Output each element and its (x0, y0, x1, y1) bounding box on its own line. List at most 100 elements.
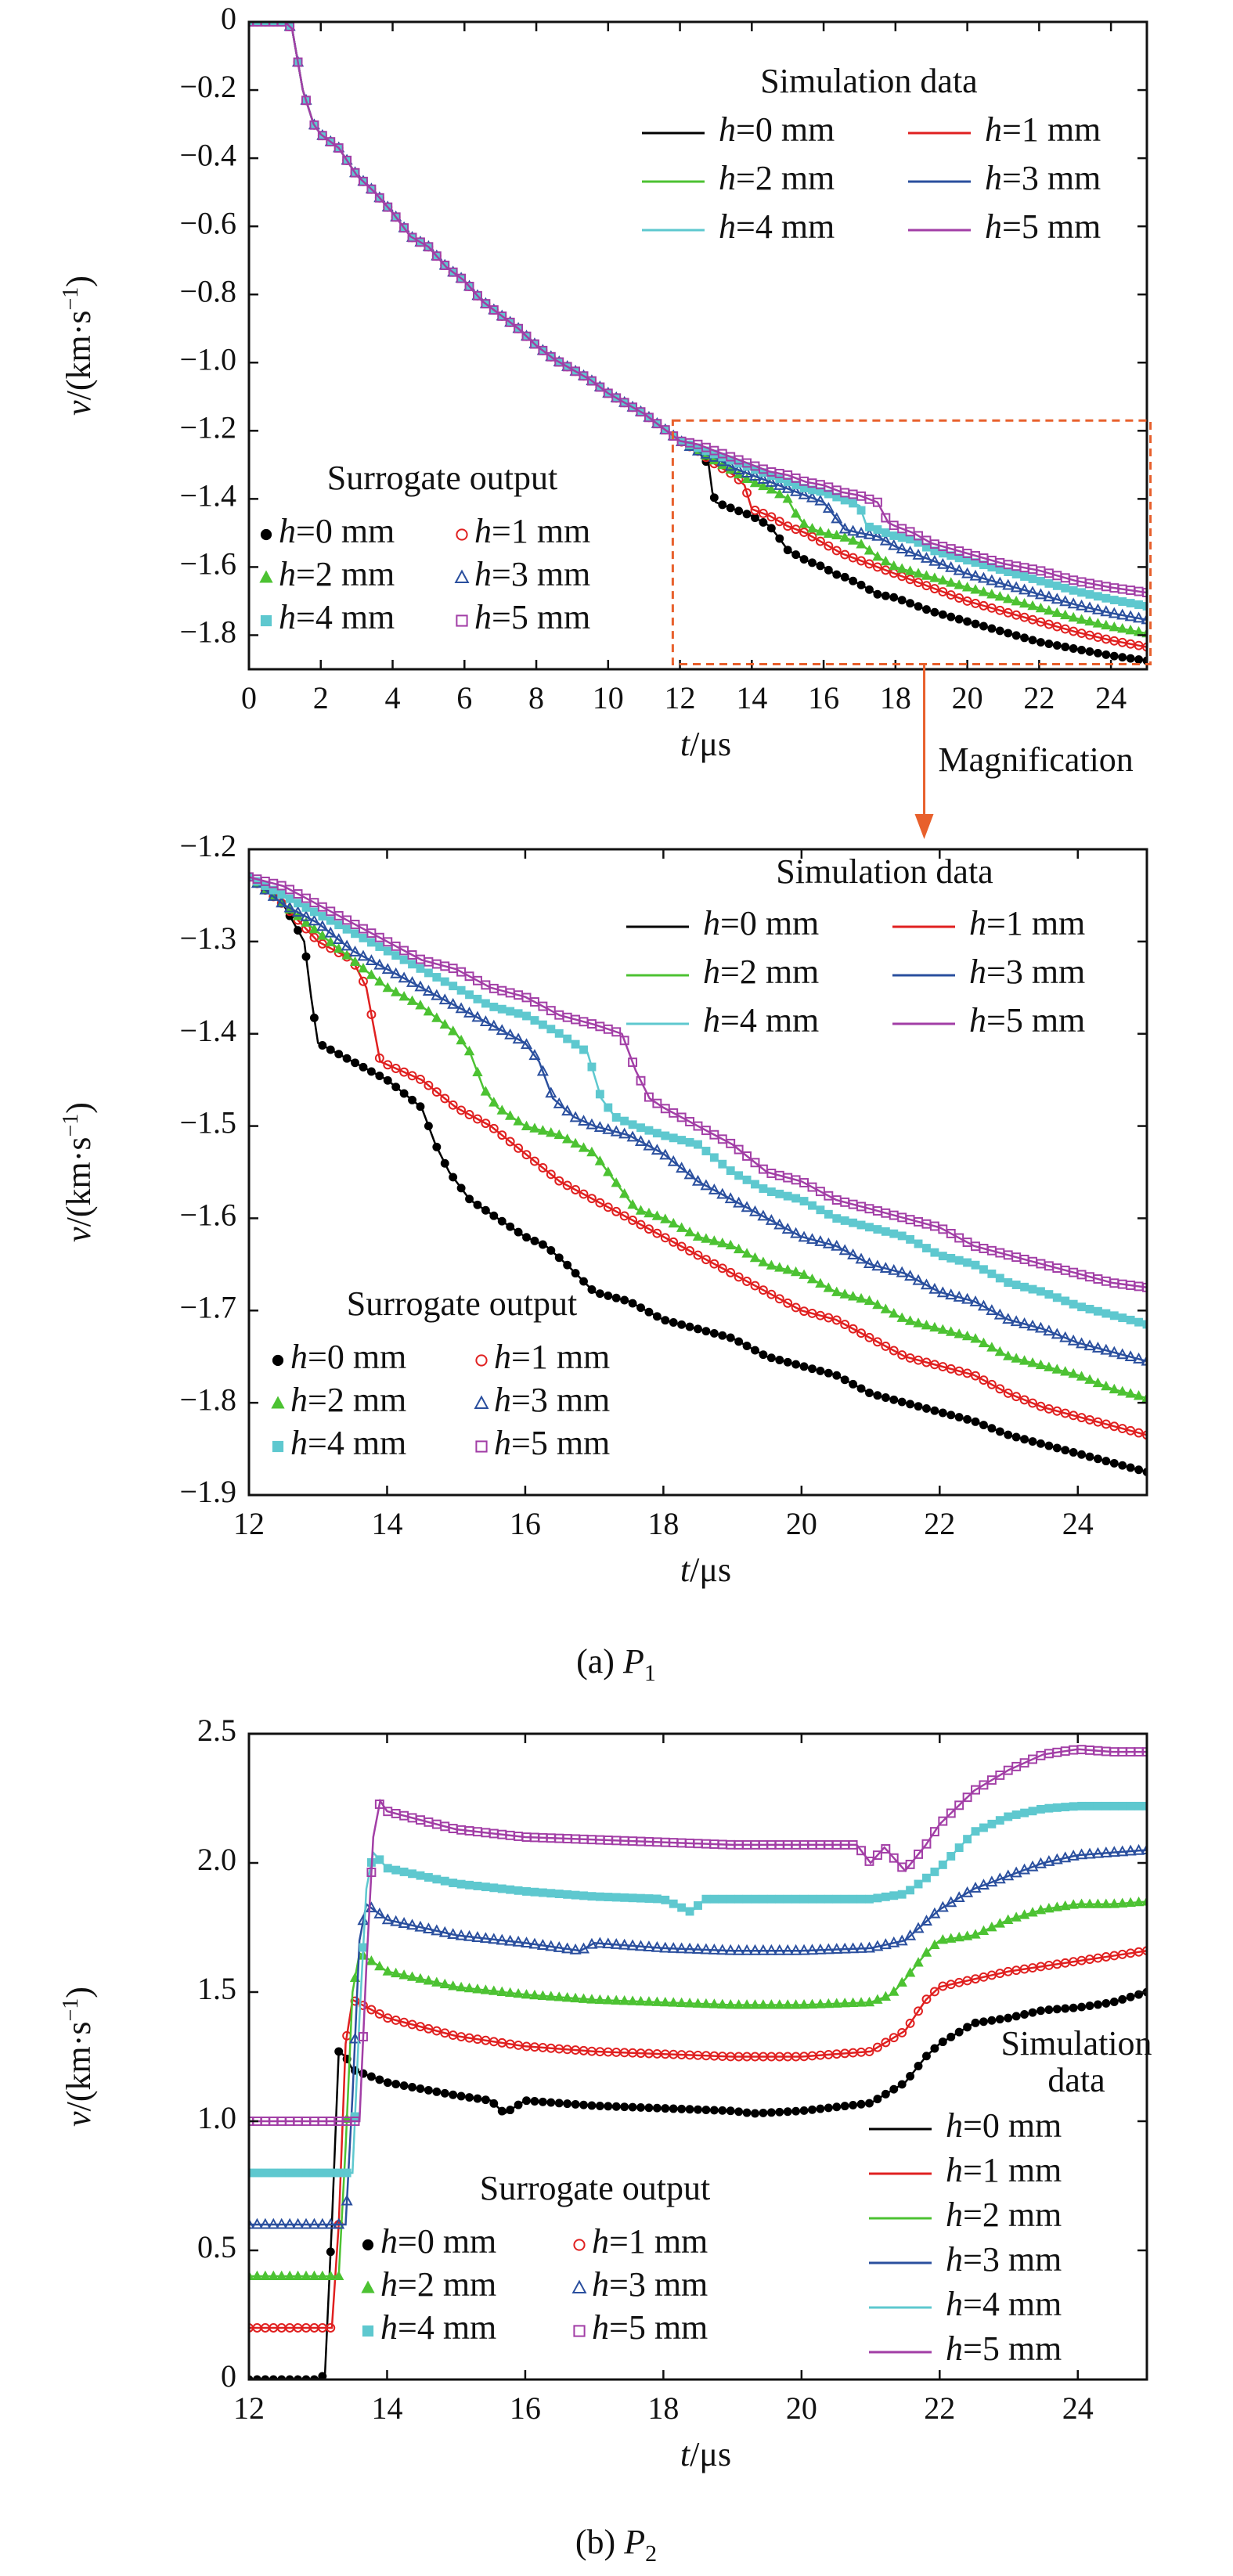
marker-h4 (546, 1889, 556, 1898)
y-tick-label: −0.8 (179, 273, 236, 308)
marker-h3 (406, 975, 419, 987)
marker-h3 (1124, 1350, 1137, 1362)
marker-h4 (971, 1260, 980, 1270)
marker-h3 (814, 494, 827, 506)
marker-h0 (538, 2097, 547, 2106)
marker-h1 (1044, 1404, 1054, 1414)
marker-h1 (750, 506, 760, 515)
marker-h0 (1004, 2013, 1013, 2023)
marker-h0 (897, 2080, 907, 2089)
marker-h2 (301, 917, 312, 927)
marker-h4 (840, 1216, 849, 1225)
marker-h4 (571, 1039, 580, 1049)
marker-h2 (1035, 1904, 1047, 1915)
marker-h2 (872, 551, 883, 561)
x-axis-label: t/μs (680, 1551, 731, 1589)
series-markers-h2 (249, 871, 1147, 1403)
legend-simulation-title: Simulation data (776, 852, 993, 891)
x-tick-label: 18 (880, 680, 911, 715)
marker-h1 (914, 2006, 923, 2016)
marker-h4 (840, 1894, 849, 1904)
marker-h4 (791, 1194, 801, 1203)
marker-h3 (676, 1162, 688, 1173)
marker-h1 (905, 575, 915, 585)
marker-h0 (1020, 2010, 1029, 2019)
legend-surrogate: Surrogate output h=0 mm h=1 mm h=2 mm h=3 mm… (271, 1284, 610, 1462)
marker-h3 (1076, 1848, 1088, 1860)
legend-sur-label-h5: h=5 mm (474, 598, 590, 636)
marker-h2 (863, 1295, 875, 1306)
marker-h0 (334, 1050, 344, 1059)
marker-h1 (424, 1080, 434, 1090)
marker-h1 (399, 2017, 409, 2027)
marker-h4 (694, 1901, 702, 1910)
marker-h0 (1004, 629, 1013, 638)
marker-h1 (881, 2037, 891, 2048)
marker-h0 (497, 1216, 507, 1226)
marker-h4 (546, 1025, 556, 1034)
marker-h1 (986, 1970, 997, 1980)
marker-h4 (799, 1197, 809, 1206)
marker-h2 (635, 1205, 647, 1215)
marker-h0 (783, 2107, 792, 2117)
marker-h2 (1109, 1898, 1119, 1908)
marker-h3 (496, 1933, 508, 1945)
marker-h2 (741, 473, 752, 484)
marker-h0 (399, 1089, 409, 1098)
marker-h3 (1043, 590, 1055, 602)
marker-h0 (979, 621, 988, 631)
series-markers-h5 (249, 22, 1147, 598)
marker-h4 (865, 1223, 874, 1232)
legend-sim-label-h2: h=2 mm (703, 953, 819, 991)
marker-h0 (1020, 1435, 1029, 1444)
marker-h4 (1142, 1320, 1147, 1329)
marker-h4 (318, 2168, 327, 2178)
legend-sur-marker-h1 (456, 528, 468, 541)
marker-h4 (432, 973, 442, 982)
plot-area (249, 1745, 1147, 2380)
marker-h4 (595, 1090, 604, 1099)
marker-h3 (1002, 578, 1015, 590)
x-tick-label: 12 (233, 2390, 265, 2426)
marker-h3 (349, 2032, 362, 2044)
marker-h4 (359, 1943, 368, 1952)
marker-h4 (1109, 1311, 1119, 1320)
marker-h2 (1068, 1899, 1079, 1909)
marker-h3 (757, 473, 770, 484)
marker-h0 (383, 1075, 392, 1085)
marker-h3 (961, 1886, 974, 1897)
marker-h3 (904, 1929, 917, 1940)
marker-h2 (749, 1999, 761, 2009)
marker-h4 (742, 1175, 752, 1184)
marker-h4 (816, 1205, 825, 1215)
marker-h2 (896, 1976, 907, 1987)
marker-h2 (439, 1978, 450, 1989)
marker-h0 (987, 2016, 997, 2025)
marker-h3 (953, 1290, 965, 1302)
marker-h2 (1125, 1388, 1136, 1398)
x-axis-label: t/μs (680, 725, 731, 763)
marker-h4 (751, 1180, 759, 1189)
marker-h2 (766, 1999, 777, 2009)
marker-h1 (726, 1267, 736, 1277)
marker-h0 (816, 2104, 825, 2113)
marker-h2 (863, 545, 875, 555)
marker-h4 (816, 1894, 825, 1904)
marker-h0 (506, 2106, 515, 2115)
marker-h2 (904, 565, 916, 575)
marker-h3 (324, 2218, 337, 2229)
marker-h1 (914, 1355, 923, 1365)
marker-h3 (716, 1944, 729, 1955)
marker-h2 (1125, 1897, 1136, 1908)
marker-h3 (308, 914, 320, 926)
y-tick-label: −1.5 (179, 1105, 236, 1140)
marker-h0 (881, 1393, 890, 1402)
marker-h2 (880, 1991, 892, 2001)
marker-h0 (554, 2099, 564, 2108)
marker-h0 (473, 2094, 482, 2103)
marker-h1 (1093, 1417, 1103, 1427)
marker-h3 (936, 1286, 949, 1298)
marker-h2 (896, 1312, 907, 1322)
marker-h3 (1002, 1313, 1015, 1324)
marker-h3 (781, 1944, 794, 1955)
